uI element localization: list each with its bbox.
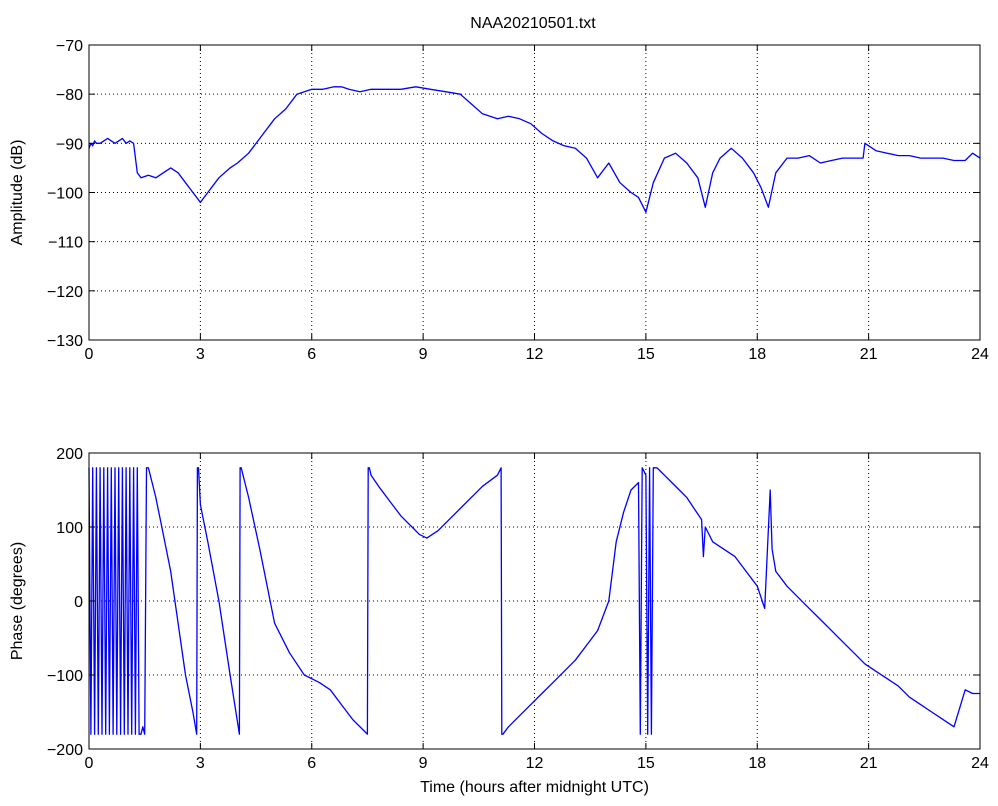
amplitude-axes: 0 3 6 9 12 15 18 21 24 −70 −80 −90 −100 −110 −120 −130 A… — [9, 38, 989, 363]
phase-xtick-label: 6 — [307, 755, 316, 772]
amplitude-xtick-label: 21 — [860, 346, 878, 363]
phase-xtick-label: 21 — [860, 755, 878, 772]
phase-xtick-label: 18 — [748, 755, 766, 772]
amplitude-xtick-label: 18 — [748, 346, 766, 363]
amplitude-ylabel: Amplitude (dB) — [9, 140, 26, 246]
amplitude-xtick-label: 6 — [307, 346, 316, 363]
phase-xtick-label: 24 — [971, 755, 989, 772]
phase-xlabel: Time (hours after midnight UTC) — [420, 779, 649, 796]
chart-title: NAA20210501.txt — [470, 15, 596, 32]
amplitude-ytick-label: −90 — [56, 136, 83, 153]
amplitude-ytick-label: −100 — [47, 186, 83, 203]
phase-ytick-label: 0 — [74, 594, 83, 611]
amplitude-series-line — [88, 86, 981, 213]
phase-ylabel: Phase (degrees) — [9, 542, 26, 660]
phase-ytick-label: 200 — [56, 446, 83, 463]
phase-axes: 0 3 6 9 12 15 18 21 24 200 100 0 −100 −200 Phase (degr… — [9, 446, 989, 796]
amplitude-xtick-label: 0 — [85, 346, 94, 363]
phase-xtick-label: 15 — [637, 755, 655, 772]
phase-xtick-label: 12 — [526, 755, 544, 772]
phase-series-line — [88, 467, 980, 735]
phase-ytick-label: 100 — [56, 520, 83, 537]
amplitude-ytick-label: −130 — [47, 333, 83, 350]
amplitude-xtick-label: 12 — [526, 346, 544, 363]
phase-xtick-label: 9 — [419, 755, 428, 772]
phase-xtick-label: 3 — [196, 755, 205, 772]
amplitude-xtick-label: 3 — [196, 346, 205, 363]
phase-xtick-label: 0 — [85, 755, 94, 772]
amplitude-ytick-label: −70 — [56, 38, 83, 55]
amplitude-xtick-label: 9 — [419, 346, 428, 363]
amplitude-ytick-label: −120 — [47, 284, 83, 301]
phase-ytick-label: −200 — [47, 742, 83, 759]
amplitude-xtick-label: 24 — [971, 346, 989, 363]
amplitude-ytick-label: −80 — [56, 87, 83, 104]
phase-ytick-label: −100 — [47, 668, 83, 685]
amplitude-xtick-label: 15 — [637, 346, 655, 363]
amplitude-ytick-label: −110 — [48, 235, 83, 252]
